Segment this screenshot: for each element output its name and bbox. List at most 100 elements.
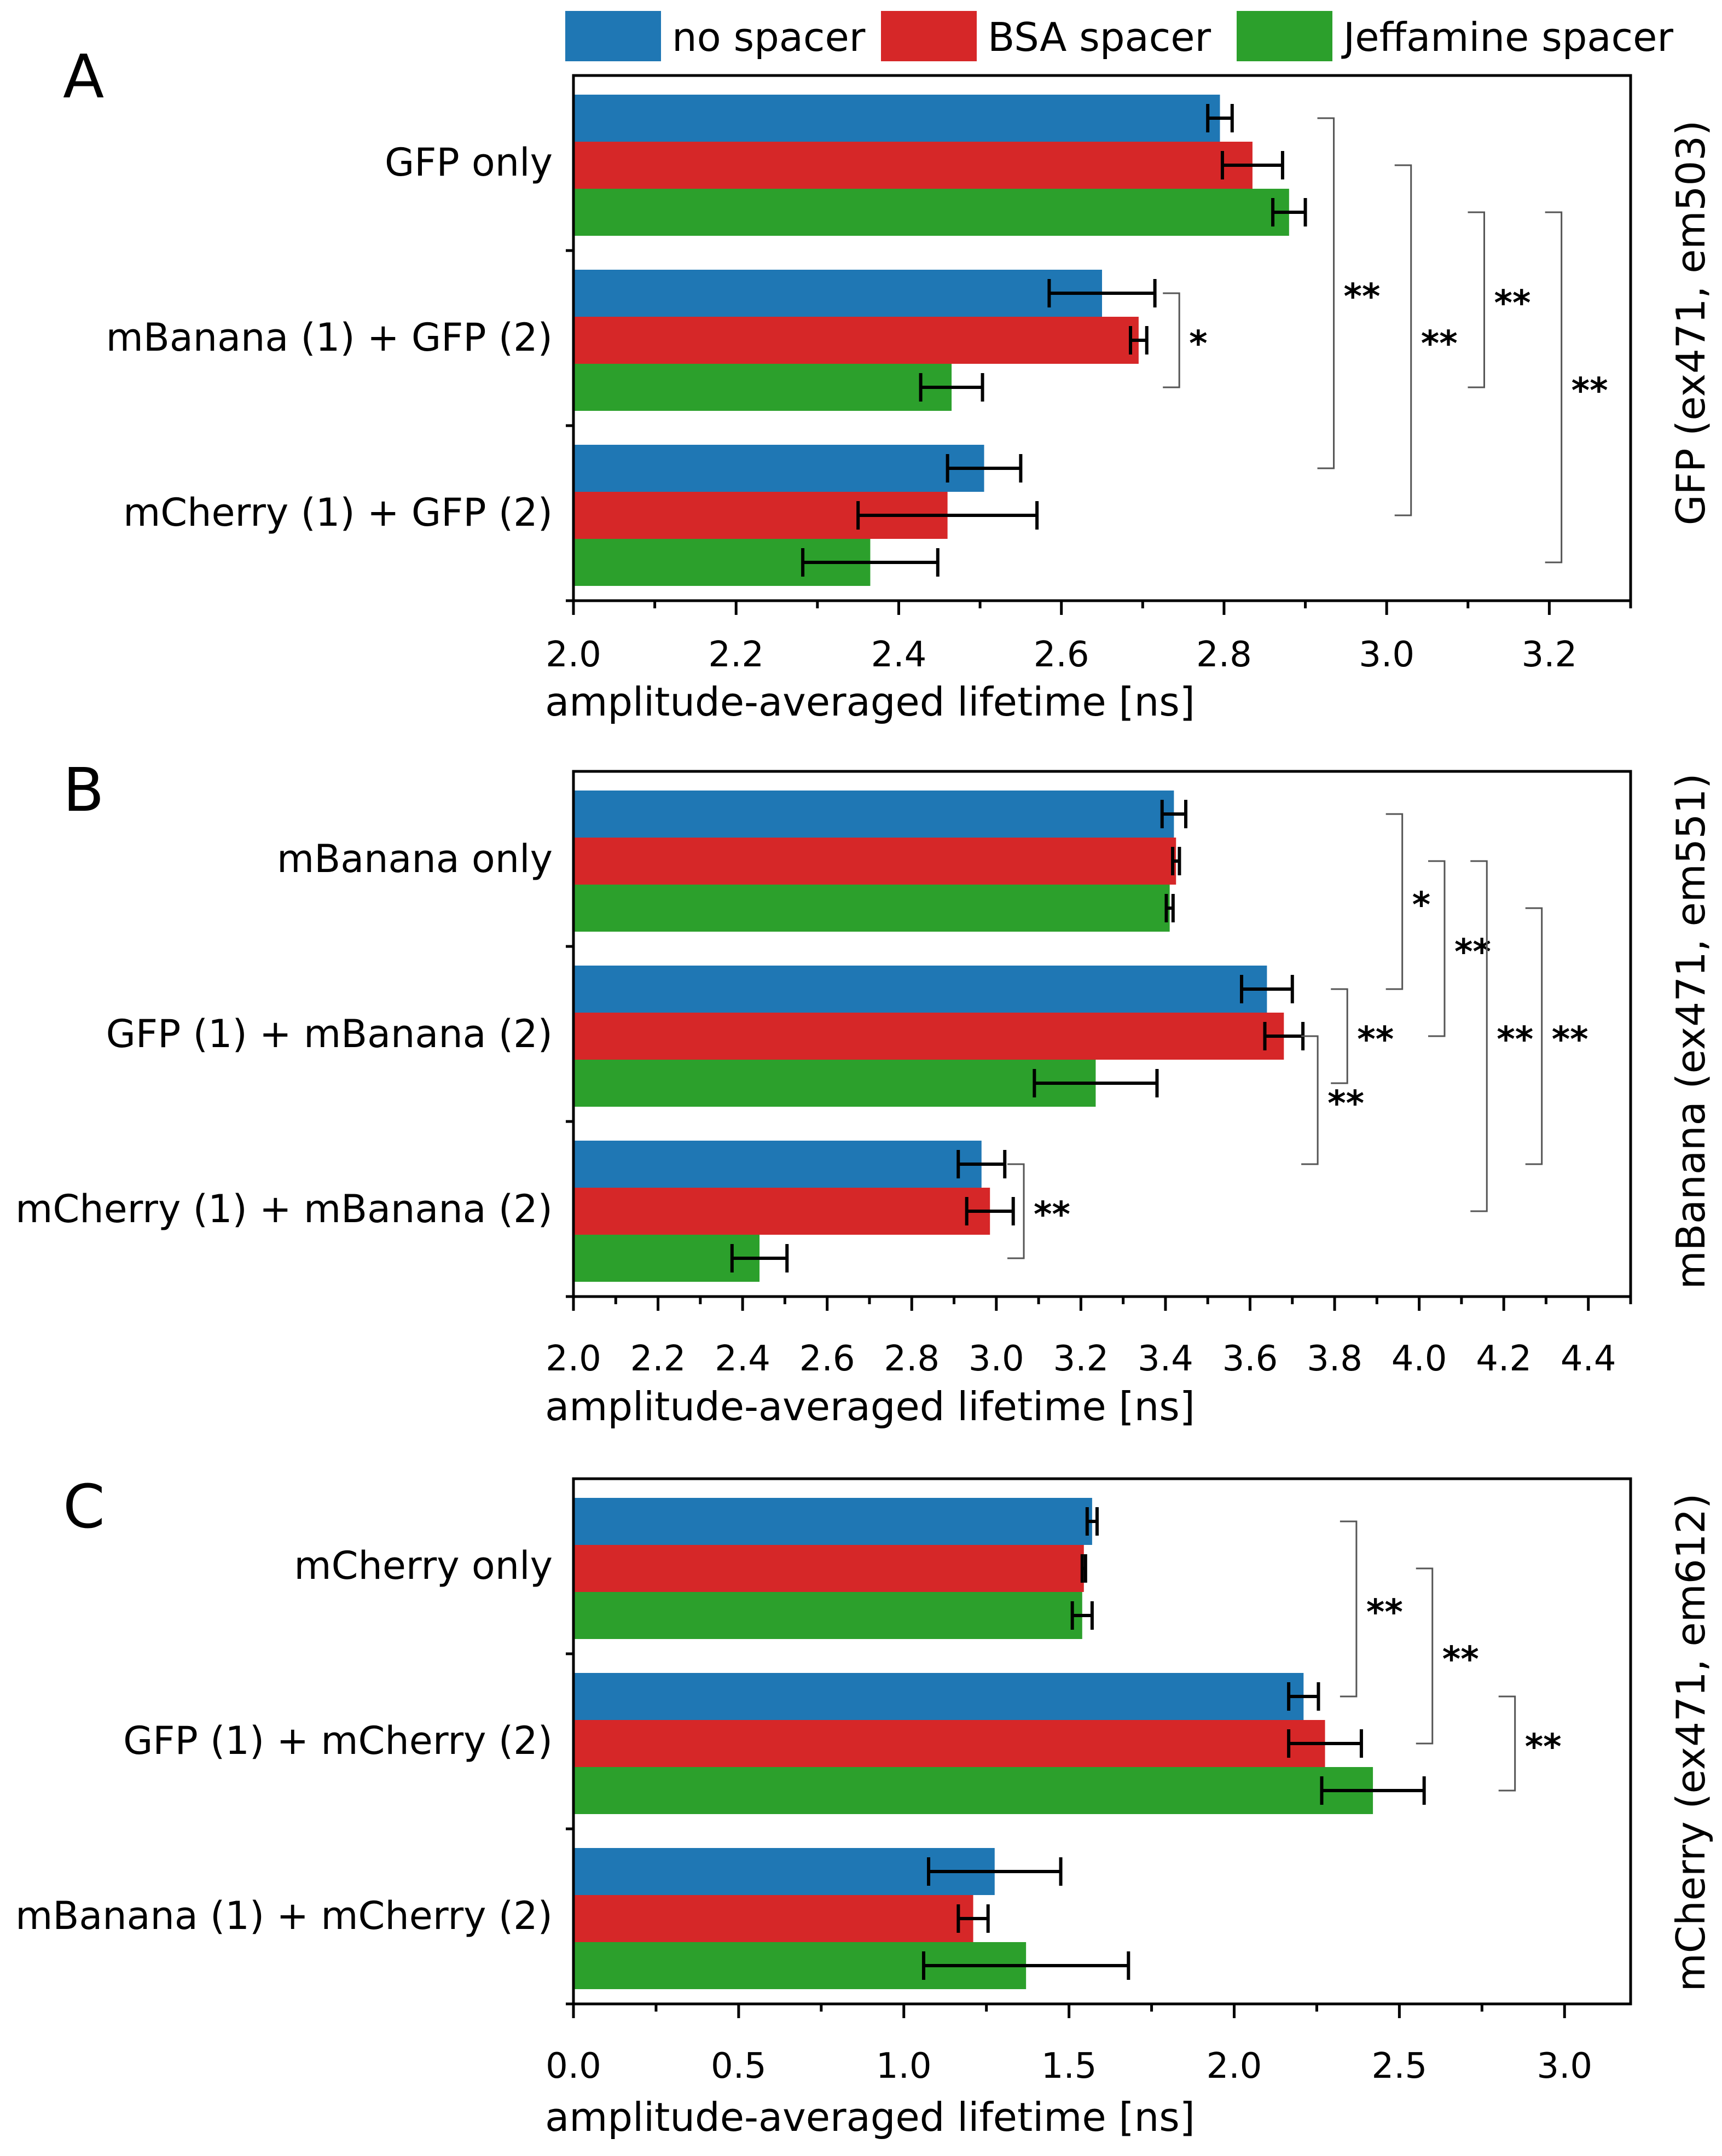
significance-label-2: ** — [1421, 324, 1458, 364]
bar-1-2 — [573, 364, 952, 411]
category-label-2: mCherry (1) + mBanana (2) — [15, 1187, 553, 1231]
bar-0-2 — [573, 1592, 1082, 1639]
error-bar-1-1 — [1287, 1729, 1363, 1758]
panel-letter: C — [63, 1472, 105, 1542]
x-tick-label: 2.6 — [799, 1339, 855, 1379]
error-bar-0-2 — [1070, 1601, 1094, 1630]
error-bar-2-2 — [730, 1244, 789, 1272]
error-bar-1-2 — [1033, 1069, 1159, 1097]
significance-bracket-3 — [1468, 211, 1485, 388]
panel-c: C amplitude-averaged lifetime [ns] mCher… — [15, 1472, 1714, 2140]
x-tick-label: 4.0 — [1391, 1339, 1447, 1379]
significance-bracket-0 — [1007, 1163, 1025, 1259]
bar-1-2 — [573, 1060, 1096, 1107]
plot-frame — [572, 1477, 1632, 2006]
x-axis-title: amplitude-averaged lifetime [ns] — [545, 679, 1195, 725]
significance-label-5: ** — [1497, 1020, 1533, 1060]
category-label-2: mBanana (1) + mCherry (2) — [15, 1893, 553, 1938]
category-label-1: GFP (1) + mBanana (2) — [106, 1012, 553, 1056]
significance-label-3: ** — [1494, 283, 1530, 324]
category-label-0: GFP only — [385, 140, 553, 185]
category-label-0: mCherry only — [294, 1543, 553, 1588]
x-tick-label: 2.6 — [1034, 635, 1089, 675]
bar-1-1 — [573, 317, 1139, 364]
y-axis-title: GFP (ex471, em503) — [1668, 120, 1714, 525]
bar-2-1 — [573, 1895, 973, 1942]
x-axis-title: amplitude-averaged lifetime [ns] — [545, 2094, 1195, 2140]
x-tick-label: 2.4 — [871, 635, 927, 675]
error-bar-0-0 — [1160, 800, 1188, 828]
significance-label-1: ** — [1442, 1640, 1479, 1680]
y-axis-title: mCherry (ex471, em612) — [1668, 1493, 1714, 1992]
error-bar-0-2 — [1271, 198, 1307, 226]
significance-label-4: ** — [1572, 371, 1608, 411]
error-bar-0-0 — [1206, 104, 1234, 132]
significance-bracket-0 — [1340, 1520, 1358, 1698]
bar-0-0 — [573, 95, 1220, 142]
panel-letter: A — [63, 42, 104, 112]
bar-1-0 — [573, 966, 1267, 1013]
legend-label-bsa-spacer: BSA spacer — [988, 14, 1211, 60]
error-bar-1-2 — [1320, 1776, 1426, 1805]
bar-1-1 — [573, 1720, 1325, 1767]
x-tick-label: 4.2 — [1476, 1339, 1532, 1379]
plot-frame — [572, 74, 1632, 602]
category-label-2: mCherry (1) + GFP (2) — [123, 490, 553, 535]
legend-swatch-no-spacer — [565, 11, 661, 61]
x-tick-label: 0.0 — [546, 2046, 601, 2087]
x-tick-label: 3.0 — [969, 1339, 1024, 1379]
bar-0-1 — [573, 1545, 1084, 1592]
x-tick-label: 3.2 — [1053, 1339, 1109, 1379]
x-tick-label: 1.0 — [876, 2046, 932, 2087]
significance-bracket-2 — [1331, 988, 1348, 1084]
x-tick-label: 0.5 — [711, 2046, 767, 2087]
bar-0-2 — [573, 885, 1170, 932]
x-tick-label: 2.0 — [546, 635, 601, 675]
panel-letter: B — [63, 755, 104, 825]
bar-1-1 — [573, 1013, 1284, 1060]
category-label-0: mBanana only — [277, 836, 553, 881]
x-tick-label: 2.2 — [708, 635, 764, 675]
bar-0-1 — [573, 142, 1253, 189]
bar-1-2 — [573, 1767, 1373, 1814]
error-bar-2-0 — [946, 454, 1023, 483]
x-tick-label: 3.6 — [1222, 1339, 1278, 1379]
error-bar-0-1 — [1171, 847, 1181, 875]
significance-bracket-6 — [1525, 907, 1543, 1165]
significance-bracket-0 — [1163, 292, 1180, 388]
x-tick-label: 2.4 — [715, 1339, 770, 1379]
x-tick-label: 3.0 — [1359, 635, 1414, 675]
x-tick-label: 3.2 — [1521, 635, 1577, 675]
significance-bracket-4 — [1545, 211, 1563, 563]
legend-swatch-jeffamine-spacer — [1237, 11, 1332, 61]
significance-label-3: * — [1412, 885, 1430, 926]
error-bar-2-1 — [956, 1904, 990, 1933]
x-tick-label: 1.5 — [1041, 2046, 1097, 2087]
error-bar-2-0 — [956, 1150, 1007, 1178]
error-bar-2-2 — [921, 1951, 1130, 1980]
significance-bracket-3 — [1385, 813, 1404, 990]
error-bar-1-0 — [1047, 279, 1157, 307]
y-axis-title: mBanana (ex471, em551) — [1668, 774, 1714, 1289]
significance-label-1: ** — [1327, 1084, 1364, 1124]
significance-label-1: ** — [1344, 277, 1381, 317]
significance-bracket-5 — [1470, 860, 1488, 1212]
x-tick-label: 2.5 — [1371, 2046, 1427, 2087]
legend-swatch-bsa-spacer — [881, 11, 977, 61]
category-label-1: mBanana (1) + GFP (2) — [106, 315, 553, 360]
significance-label-0: ** — [1366, 1593, 1403, 1633]
error-bar-1-1 — [1129, 326, 1149, 355]
x-tick-label: 2.8 — [1196, 635, 1252, 675]
bar-2-0 — [573, 1848, 995, 1895]
x-tick-label: 3.8 — [1307, 1339, 1362, 1379]
error-bar-1-0 — [1287, 1682, 1320, 1711]
plot-frame — [572, 770, 1632, 1298]
error-bar-0-0 — [1085, 1507, 1099, 1536]
error-bar-0-1 — [1080, 1554, 1087, 1583]
significance-label-2: ** — [1525, 1727, 1562, 1768]
significance-label-0: ** — [1034, 1195, 1070, 1235]
significance-bracket-1 — [1301, 1035, 1319, 1165]
significance-bracket-2 — [1394, 164, 1412, 516]
error-bar-2-1 — [965, 1197, 1015, 1225]
